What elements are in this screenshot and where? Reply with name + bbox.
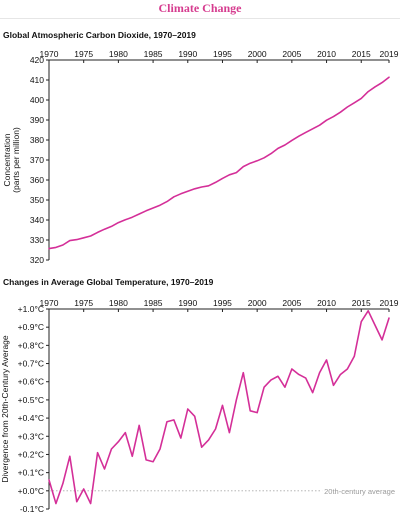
co2-x-tick-label: 1980	[109, 49, 128, 59]
temp-x-tick-label: 1995	[213, 298, 232, 308]
temp-y-tick-label: -0.1°C	[20, 504, 44, 514]
temp-x-tick-label: 2015	[352, 298, 371, 308]
co2-x-tick-label: 1975	[74, 49, 93, 59]
temp-y-tick-label: +1.0°C	[18, 304, 44, 314]
co2-y-axis-title: Concentration	[2, 133, 12, 186]
co2-y-tick-label: 400	[30, 95, 44, 105]
co2-y-tick-label: 410	[30, 75, 44, 85]
temp-y-tick-label: +0.9°C	[18, 322, 44, 332]
temp-x-tick-label: 2019	[380, 298, 399, 308]
temp-series-line	[48, 310, 390, 505]
temp-x-tick-label: 2005	[282, 298, 301, 308]
co2-y-tick-label: 390	[30, 115, 44, 125]
temp-x-tick-label: 1970	[40, 298, 59, 308]
temp-y-tick-label: +0.4°C	[18, 413, 44, 423]
temp-y-axis-title: Divergence from 20th-Century Average	[0, 335, 10, 483]
co2-x-tick-label: 1990	[178, 49, 197, 59]
temp-reference-label-bg	[322, 486, 397, 496]
co2-y-tick-label: 340	[30, 215, 44, 225]
temp-x-tick-label: 1975	[74, 298, 93, 308]
temp-y-tick-label: +0.5°C	[18, 395, 44, 405]
co2-line-chart: 1970 1975 1980 1985 1990 1995 2000 2005 2010 2015…	[2, 49, 399, 265]
co2-x-tick-label: 1970	[40, 49, 59, 59]
co2-y-axis-title: (parts per million)	[11, 127, 21, 193]
temp-y-tick-label: +0.2°C	[18, 449, 44, 459]
co2-chart-title: Global Atmospheric Carbon Dioxide, 1970–…	[3, 30, 196, 40]
co2-x-tick-label: 2019	[380, 49, 399, 59]
page-title: Climate Change	[158, 1, 242, 15]
co2-x-tick-label: 2005	[282, 49, 301, 59]
temp-x-tick-label: 2010	[317, 298, 336, 308]
co2-y-tick-label: 320	[30, 255, 44, 265]
temp-y-tick-label: +0.6°C	[18, 377, 44, 387]
co2-y-tick-label: 420	[30, 55, 44, 65]
co2-y-tick-label: 330	[30, 235, 44, 245]
temp-y-tick-label: +0.8°C	[18, 340, 44, 350]
temp-y-tick-label: +0.0°C	[18, 486, 44, 496]
temperature-line-chart: 1970 1975 1980 1985 1990 1995 2000 2005 2010 2015…	[0, 298, 399, 514]
co2-y-tick-label: 380	[30, 135, 44, 145]
temperature-chart-title: Changes in Average Global Temperature, 1…	[3, 277, 214, 287]
temp-y-tick-label: +0.7°C	[18, 359, 44, 369]
temp-x-tick-label: 1990	[178, 298, 197, 308]
co2-x-tick-label: 1985	[144, 49, 163, 59]
co2-series-line	[48, 76, 390, 250]
temp-reference-label: 20th-century average	[324, 487, 395, 496]
temp-x-tick-label: 1985	[144, 298, 163, 308]
co2-x-tick-label: 2010	[317, 49, 336, 59]
co2-x-tick-label: 1995	[213, 49, 232, 59]
temp-x-tick-label: 1980	[109, 298, 128, 308]
temp-y-tick-label: +0.3°C	[18, 431, 44, 441]
co2-x-tick-label: 2000	[248, 49, 267, 59]
co2-y-tick-label: 370	[30, 155, 44, 165]
co2-x-tick-label: 2015	[352, 49, 371, 59]
temp-x-tick-label: 2000	[248, 298, 267, 308]
co2-y-tick-label: 360	[30, 175, 44, 185]
temp-y-tick-label: +0.1°C	[18, 468, 44, 478]
co2-y-tick-label: 350	[30, 195, 44, 205]
header-divider	[0, 18, 400, 19]
